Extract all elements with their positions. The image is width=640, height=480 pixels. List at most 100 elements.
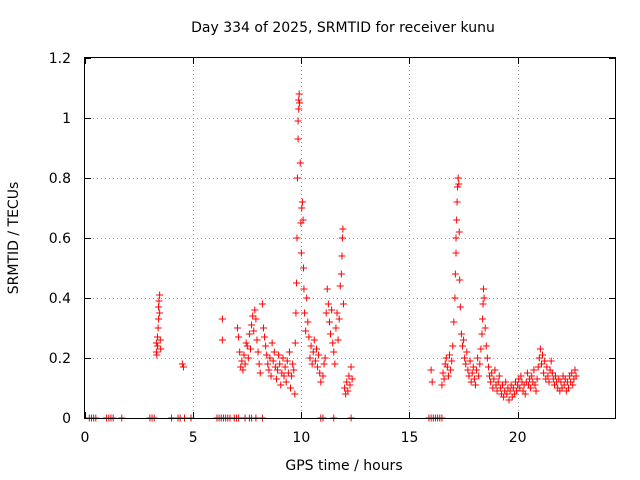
data-point [477, 345, 485, 353]
data-point [500, 393, 508, 401]
data-point [470, 375, 478, 383]
data-point [333, 309, 341, 317]
data-point [460, 336, 468, 344]
data-point [179, 363, 187, 371]
data-point [482, 342, 490, 350]
data-point [325, 318, 333, 326]
y-axis-label: SRMTID / TECUs [6, 182, 22, 295]
data-point [464, 366, 472, 374]
data-point [463, 348, 471, 356]
data-point [513, 387, 521, 395]
data-point [312, 345, 320, 353]
data-point [298, 198, 306, 206]
data-point [332, 324, 340, 332]
data-point [461, 354, 469, 362]
data-point [484, 363, 492, 371]
grid [85, 58, 615, 418]
data-point [265, 366, 273, 374]
data-point [491, 366, 499, 374]
data-point [251, 306, 259, 314]
data-point [156, 309, 164, 317]
data-point [295, 105, 303, 113]
data-point [287, 384, 295, 392]
data-point [453, 198, 461, 206]
data-point [282, 378, 290, 386]
data-point [480, 294, 488, 302]
data-point [299, 264, 307, 272]
data-point [252, 315, 260, 323]
data-point [295, 90, 303, 98]
data-point [321, 354, 329, 362]
data-point [258, 300, 266, 308]
data-point [481, 324, 489, 332]
data-point [483, 354, 491, 362]
data-point [448, 357, 456, 365]
data-point [293, 234, 301, 242]
data-point [156, 291, 164, 299]
data-point [458, 342, 466, 350]
data-point [536, 345, 544, 353]
data-point [243, 342, 251, 350]
data-point [473, 366, 481, 374]
data-point [329, 339, 337, 347]
x-tick-label: 10 [292, 430, 310, 446]
data-point [256, 369, 264, 377]
data-point [238, 357, 246, 365]
data-point [531, 381, 539, 389]
data-point [442, 354, 450, 362]
data-point [533, 375, 541, 383]
data-point [544, 372, 552, 380]
data-point [521, 390, 529, 398]
data-point [509, 384, 517, 392]
data-point [316, 369, 324, 377]
data-point [294, 135, 302, 143]
data-point [330, 348, 338, 356]
data-point [537, 360, 545, 368]
data-point [262, 342, 270, 350]
data-point [283, 357, 291, 365]
y-tick-label: 0 [62, 411, 71, 427]
data-point [293, 279, 301, 287]
y-tick-label: 1.2 [49, 51, 71, 67]
data-point [447, 366, 455, 374]
data-point [276, 360, 284, 368]
data-point [300, 285, 308, 293]
data-point [479, 315, 487, 323]
data-point [309, 348, 317, 356]
data-point [335, 315, 343, 323]
data-point [541, 357, 549, 365]
data-point [178, 360, 186, 368]
data-point [320, 360, 328, 368]
x-tick-label: 15 [401, 430, 419, 446]
data-point [304, 318, 312, 326]
data-point [245, 330, 253, 338]
data-point [295, 96, 303, 104]
data-point [440, 375, 448, 383]
data-point [338, 252, 346, 260]
data-point [298, 204, 306, 212]
data-point [564, 384, 572, 392]
data-point [468, 369, 476, 377]
data-point [540, 369, 548, 377]
data-point [288, 372, 296, 380]
data-point [240, 351, 248, 359]
data-point [155, 315, 163, 323]
data-point [503, 390, 511, 398]
data-point [331, 360, 339, 368]
data-point [294, 117, 302, 125]
data-point [266, 354, 274, 362]
data-point [344, 387, 352, 395]
data-point [327, 330, 335, 338]
data-point [307, 342, 315, 350]
data-point [346, 381, 354, 389]
data-point [454, 174, 462, 182]
x-tick-labels: 0 5 10 15 20 [81, 430, 527, 446]
data-point [155, 303, 163, 311]
data-point [348, 375, 356, 383]
plot-frame [84, 57, 616, 419]
data-point [241, 360, 249, 368]
data-point [261, 333, 269, 341]
data-point [277, 381, 285, 389]
data-point [506, 387, 514, 395]
data-point [239, 366, 247, 374]
